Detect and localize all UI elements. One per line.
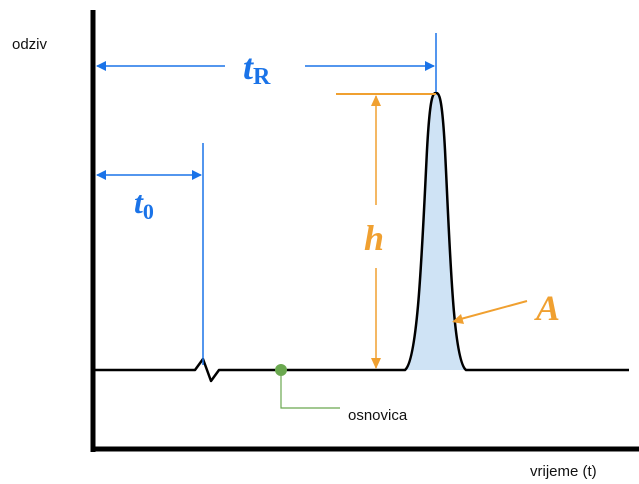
retention-time-marker: tR: [96, 33, 437, 92]
dead-time-marker: t0: [96, 143, 204, 365]
peak-area-label: A: [534, 288, 560, 328]
baseline-label: osnovica: [348, 407, 408, 424]
dead-time-label: t0: [134, 184, 154, 224]
peak-area-fill: [405, 93, 466, 370]
baseline-marker: osnovica: [275, 364, 408, 424]
baseline-point: [275, 364, 287, 376]
peak-area-marker: A: [452, 288, 560, 328]
retention-time-label: tR: [243, 47, 271, 90]
x-axis-label: vrijeme (t): [530, 463, 597, 480]
peak-height-label: h: [364, 218, 384, 258]
y-axis-label: odziv: [12, 36, 48, 53]
peak-height-marker: h: [336, 93, 436, 369]
signal-trace: [95, 91, 629, 383]
